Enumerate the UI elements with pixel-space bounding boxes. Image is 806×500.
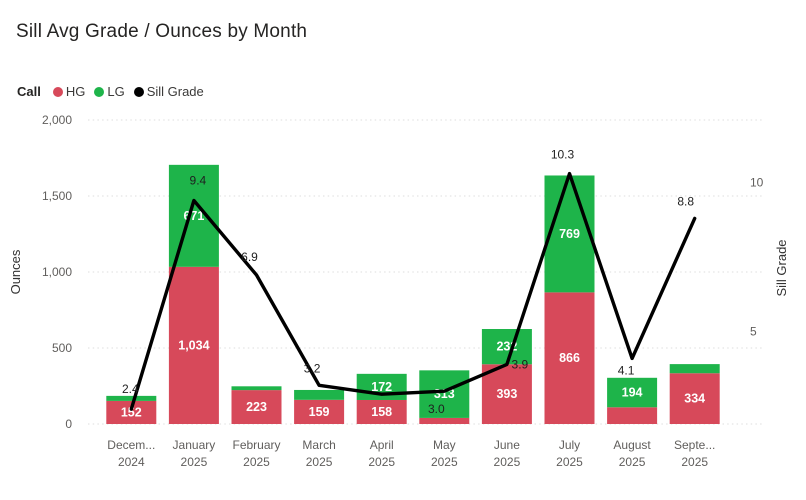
- sill-grade-value-label: 3.0: [428, 402, 445, 416]
- lg-bar-segment[interactable]: [607, 377, 658, 408]
- lg-bar-segment[interactable]: [419, 370, 470, 418]
- lg-bar-value-label: 172: [371, 380, 392, 394]
- right-axis-title: Sill Grade: [774, 239, 789, 296]
- sill-grade-value-label: 10.3: [551, 148, 575, 162]
- x-axis-year-label: 2025: [431, 455, 458, 469]
- x-axis-month-label: Septe...: [674, 438, 715, 452]
- hg-bar-segment[interactable]: [294, 399, 345, 424]
- hg-bar-value-label: 334: [684, 392, 705, 406]
- hg-bar-value-label: 158: [371, 405, 392, 419]
- sill-grade-value-label: 2.4: [122, 382, 139, 396]
- hg-bar-segment[interactable]: [419, 417, 470, 424]
- x-axis-month-label: August: [613, 438, 651, 452]
- x-axis-month-label: June: [494, 438, 520, 452]
- x-axis-month-label: February: [232, 438, 280, 452]
- sill-grade-series-dot-icon: [133, 86, 144, 97]
- hg-bar-segment[interactable]: [481, 364, 532, 424]
- hg-bar-segment[interactable]: [356, 399, 407, 424]
- legend-item-label: Sill Grade: [146, 84, 204, 99]
- legend-title: Call: [17, 84, 41, 99]
- x-axis-year-label: 2025: [368, 455, 395, 469]
- legend: Call HG LG Sill Grade: [17, 84, 213, 99]
- x-axis-month-label: Decem...: [107, 438, 155, 452]
- lg-bar-value-label: 194: [622, 386, 643, 400]
- sill-grade-value-label: 3.9: [512, 357, 529, 371]
- chart-title: Sill Avg Grade / Ounces by Month: [16, 21, 308, 42]
- sill-grade-value-label: 3.2: [304, 361, 321, 375]
- lg-bar-segment[interactable]: [544, 175, 595, 293]
- x-axis-month-label: July: [559, 438, 580, 452]
- x-axis-month-label: January: [173, 438, 216, 452]
- hg-bar-segment[interactable]: [231, 390, 282, 424]
- hg-bar-segment[interactable]: [168, 266, 219, 424]
- x-axis-year-label: 2025: [243, 455, 270, 469]
- lg-series-dot-icon: [94, 86, 105, 97]
- left-axis-tick-label: 1,000: [42, 265, 72, 279]
- hg-series-dot-icon: [52, 86, 63, 97]
- hg-bar-value-label: 393: [496, 387, 517, 401]
- hg-bar-segment[interactable]: [106, 400, 157, 424]
- legend-item-label: HG: [65, 84, 86, 99]
- sill-grade-value-label: 4.1: [618, 363, 635, 377]
- lg-bar-segment[interactable]: [106, 395, 157, 401]
- x-axis-year-label: 2025: [494, 455, 521, 469]
- legend-item-hg[interactable]: HG: [52, 84, 86, 99]
- lg-bar-segment[interactable]: [168, 164, 219, 267]
- left-axis-tick-label: 2,000: [42, 113, 72, 127]
- hg-bar-value-label: 223: [246, 400, 267, 414]
- hg-bar-segment[interactable]: [669, 373, 720, 424]
- right-axis-tick-label: 5: [750, 325, 757, 339]
- lg-bar-segment[interactable]: [294, 389, 345, 400]
- x-axis-month-label: May: [433, 438, 456, 452]
- sill-grade-line[interactable]: [129, 171, 697, 411]
- hg-bar-value-label: 1,034: [178, 338, 209, 352]
- x-axis-month-label: April: [370, 438, 394, 452]
- left-axis-tick-label: 1,500: [42, 189, 72, 203]
- hg-bar-segment[interactable]: [544, 292, 595, 424]
- sill-grade-value-label: 8.8: [677, 194, 694, 208]
- legend-item-label: LG: [107, 84, 125, 99]
- lg-bar-segment[interactable]: [669, 364, 720, 374]
- x-axis-year-label: 2025: [306, 455, 333, 469]
- left-axis-tick-label: 0: [65, 417, 72, 431]
- lg-bar-segment[interactable]: [481, 329, 532, 365]
- hg-bar-segment[interactable]: [607, 407, 658, 424]
- left-axis-tick-label: 500: [52, 341, 72, 355]
- lg-bar-value-label: 769: [559, 227, 580, 241]
- sill-grade-value-label: 9.4: [190, 173, 207, 187]
- lg-bar-segment[interactable]: [231, 386, 282, 391]
- hg-bar-value-label: 159: [309, 405, 330, 419]
- x-axis-year-label: 2024: [118, 455, 145, 469]
- x-axis-year-label: 2025: [181, 455, 208, 469]
- legend-item-lg[interactable]: LG: [94, 84, 125, 99]
- hg-bar-value-label: 866: [559, 351, 580, 365]
- right-axis-tick-label: 10: [750, 176, 764, 190]
- hg-bar-value-label: 152: [121, 405, 142, 419]
- legend-item-sill-grade[interactable]: Sill Grade: [133, 84, 204, 99]
- x-axis-year-label: 2025: [556, 455, 583, 469]
- sill-grade-value-label: 6.9: [241, 250, 258, 264]
- x-axis-year-label: 2025: [681, 455, 708, 469]
- left-axis-title: Ounces: [8, 249, 23, 294]
- x-axis-year-label: 2025: [619, 455, 646, 469]
- x-axis-month-label: March: [302, 438, 335, 452]
